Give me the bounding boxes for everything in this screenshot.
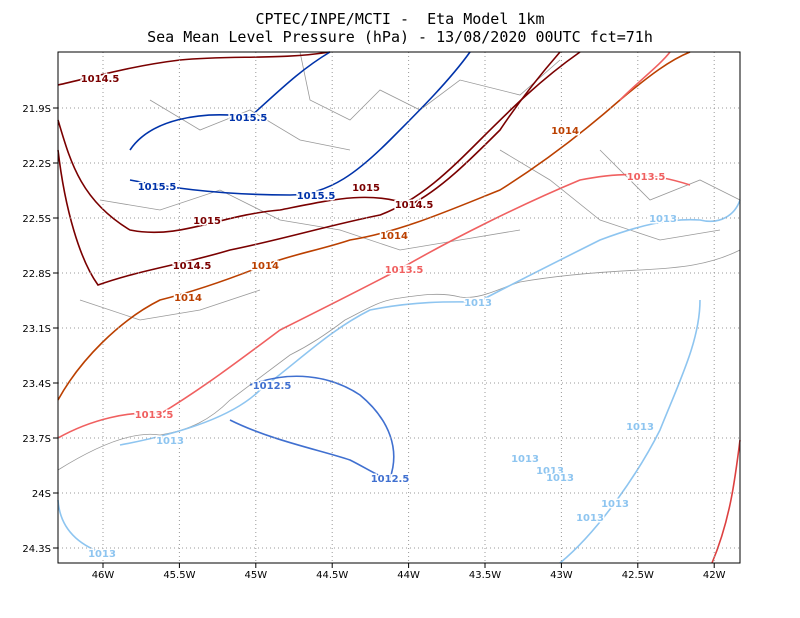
contour-label: 1015.5 bbox=[297, 191, 336, 202]
contour-labels: 1014.5 1015.5 1015.5 1015.5 1015 1014.5 1015 10… bbox=[79, 73, 678, 562]
contour-label: 1013 bbox=[626, 422, 654, 433]
x-tick-label: 42.5W bbox=[622, 570, 654, 581]
contour-label: 1013 bbox=[601, 499, 629, 510]
contour-label: 1013 bbox=[546, 473, 574, 484]
x-tick-label: 42W bbox=[703, 570, 726, 581]
y-tick-label: 22.2S bbox=[22, 159, 51, 170]
y-tick-label: 21.9S bbox=[22, 104, 51, 115]
contour-label: 1013 bbox=[88, 549, 116, 560]
contour-label: 1013 bbox=[464, 298, 492, 309]
y-tick-label: 22.8S bbox=[22, 269, 51, 280]
contour-label: 1015.5 bbox=[229, 113, 268, 124]
x-tick-label: 46W bbox=[92, 570, 115, 581]
grid: 46W 45.5W 45W 44.5W 44W 43.5W 43W 42.5W 42W 21.9S… bbox=[22, 52, 740, 581]
x-tick-label: 44.5W bbox=[316, 570, 348, 581]
contour-label: 1014.5 bbox=[173, 261, 212, 272]
contour-label: 1013.5 bbox=[135, 410, 174, 421]
contour-label: 1013 bbox=[649, 214, 677, 225]
y-tick-label: 22.5S bbox=[22, 214, 51, 225]
y-tick-label: 23.7S bbox=[22, 434, 51, 445]
x-tick-label: 44W bbox=[397, 570, 420, 581]
y-tick-label: 24S bbox=[32, 489, 51, 500]
contour-label: 1015.5 bbox=[138, 182, 177, 193]
contours bbox=[57, 51, 741, 564]
contour-label: 1015 bbox=[352, 183, 380, 194]
x-tick-label: 43.5W bbox=[469, 570, 501, 581]
x-tick-label: 45W bbox=[244, 570, 267, 581]
contour-label: 1014 bbox=[551, 126, 579, 137]
contour-label: 1014 bbox=[174, 293, 202, 304]
y-tick-label: 23.4S bbox=[22, 379, 51, 390]
contour-label: 1012.5 bbox=[253, 381, 292, 392]
contour-label: 1014.5 bbox=[81, 74, 120, 85]
title: CPTEC/INPE/MCTI - Eta Model 1km bbox=[256, 10, 545, 28]
contour-label: 1014 bbox=[251, 261, 279, 272]
x-tick-label: 45.5W bbox=[163, 570, 195, 581]
contour-label: 1012.5 bbox=[371, 474, 410, 485]
contour-label: 1013.5 bbox=[385, 265, 424, 276]
contour-label: 1014.5 bbox=[395, 200, 434, 211]
contour-label: 1013.5 bbox=[627, 172, 666, 183]
y-tick-label: 23.1S bbox=[22, 324, 51, 335]
subtitle: Sea Mean Level Pressure (hPa) - 13/08/20… bbox=[147, 28, 653, 46]
frame bbox=[57, 51, 741, 564]
contour-label: 1013 bbox=[156, 436, 184, 447]
x-tick-label: 43W bbox=[550, 570, 573, 581]
y-tick-label: 24.3S bbox=[22, 544, 51, 555]
contour-label: 1013 bbox=[536, 466, 564, 477]
contour-label: 1015 bbox=[193, 216, 221, 227]
contour-label: 1013 bbox=[511, 454, 539, 465]
contour-label: 1014 bbox=[380, 231, 408, 242]
contour-label: 1013 bbox=[576, 513, 604, 524]
